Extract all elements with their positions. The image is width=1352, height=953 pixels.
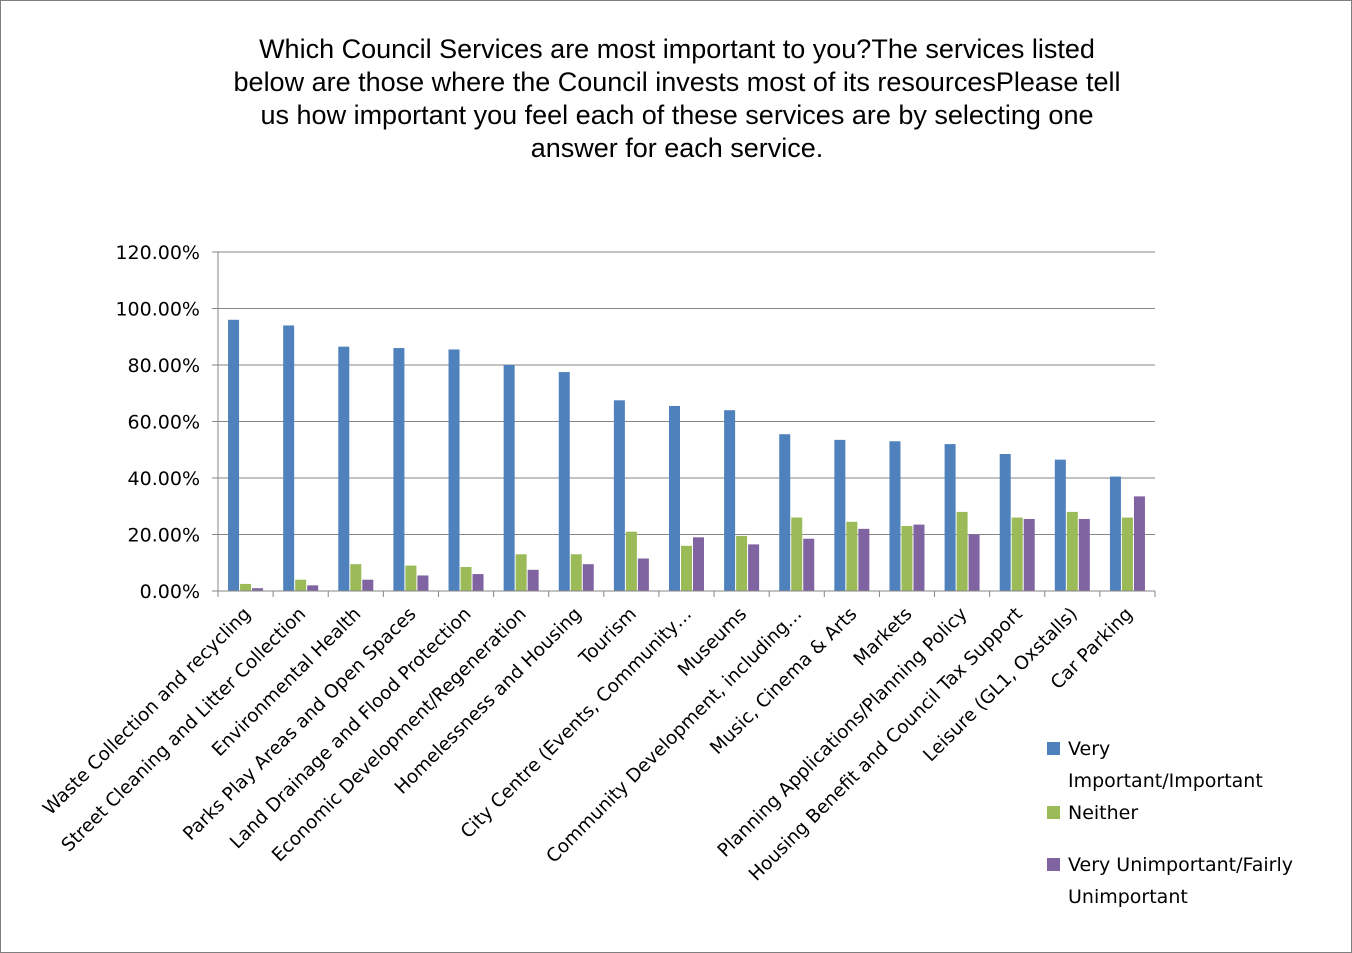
bar <box>1109 476 1121 591</box>
chart-title-line: below are those where the Council invest… <box>233 67 1121 97</box>
bar <box>527 569 539 591</box>
bars <box>228 319 1145 591</box>
bar <box>307 585 319 591</box>
bar <box>637 558 649 591</box>
bar <box>625 531 637 591</box>
legend-label: Neither <box>1068 802 1139 824</box>
y-tick-label: 80.00% <box>128 355 200 377</box>
bar <box>515 554 527 591</box>
bar <box>901 526 913 591</box>
bar <box>724 410 736 591</box>
bar <box>1066 511 1078 591</box>
bar <box>283 325 295 591</box>
bar <box>779 434 791 591</box>
bar <box>295 579 307 591</box>
y-tick-label: 0.00% <box>140 581 200 603</box>
chart-title: Which Council Services are most importan… <box>127 33 1227 165</box>
bar <box>503 365 515 591</box>
bar <box>846 521 858 591</box>
bar <box>393 348 405 591</box>
y-tick-label: 120.00% <box>115 242 200 264</box>
bar <box>999 453 1011 591</box>
bar <box>558 372 570 591</box>
legend-item-very-important: Very Important/Important <box>1047 733 1347 797</box>
bar <box>913 524 925 591</box>
bar <box>968 534 980 591</box>
bar <box>613 400 625 591</box>
bar <box>405 565 417 591</box>
chart-title-line: Which Council Services are most importan… <box>259 34 1095 64</box>
bar <box>858 528 870 591</box>
bar <box>448 349 460 591</box>
y-tick-label: 60.00% <box>128 412 200 434</box>
bar <box>362 579 374 591</box>
bar <box>350 564 362 591</box>
bar <box>1121 517 1133 591</box>
x-tick-label: Community Development, including… <box>543 604 807 868</box>
bar <box>417 575 429 591</box>
bar <box>1078 518 1090 591</box>
bar <box>803 538 815 591</box>
legend-swatch <box>1047 806 1060 819</box>
bar <box>944 444 956 591</box>
legend-swatch <box>1047 858 1060 871</box>
bar <box>570 554 582 591</box>
chart-title-line: us how important you feel each of these … <box>260 100 1094 130</box>
bar <box>1023 518 1035 591</box>
bar <box>1011 517 1023 591</box>
bar <box>228 319 240 591</box>
bar <box>252 588 264 591</box>
bar <box>240 583 252 591</box>
axes <box>212 251 1156 597</box>
legend-label: Unimportant <box>1068 886 1188 908</box>
legend-label: Very <box>1068 738 1111 760</box>
y-tick-labels: 0.00% 20.00% 40.00% 60.00% 80.00% 100.00% 120.… <box>115 242 200 603</box>
bar <box>582 564 594 591</box>
legend-label: Very Unimportant/Fairly <box>1068 854 1293 876</box>
bar <box>736 535 748 591</box>
bar <box>1133 496 1145 591</box>
bar <box>681 545 692 591</box>
bar <box>693 537 704 591</box>
bar <box>956 511 968 591</box>
bar <box>791 517 803 591</box>
bar <box>834 439 846 591</box>
bar <box>669 405 680 591</box>
y-tick-label: 40.00% <box>128 468 200 490</box>
legend: Very Important/Important Neither Very Un… <box>1047 733 1347 913</box>
legend-item-very-unimportant: Very Unimportant/Fairly Unimportant <box>1047 849 1347 913</box>
bar <box>1054 459 1066 591</box>
y-tick-label: 100.00% <box>115 299 200 321</box>
legend-swatch <box>1047 742 1060 755</box>
y-tick-label: 20.00% <box>128 525 200 547</box>
bar <box>460 566 472 591</box>
bar <box>338 346 350 591</box>
legend-label: Important/Important <box>1068 770 1263 792</box>
bar <box>472 574 484 591</box>
bar <box>748 544 760 591</box>
bar <box>889 441 901 591</box>
chart-title-line: answer for each service. <box>530 133 824 163</box>
gridlines <box>218 251 1155 535</box>
legend-item-neither: Neither <box>1047 797 1347 829</box>
x-tick-label: Economic Development/Regeneration <box>268 604 531 867</box>
